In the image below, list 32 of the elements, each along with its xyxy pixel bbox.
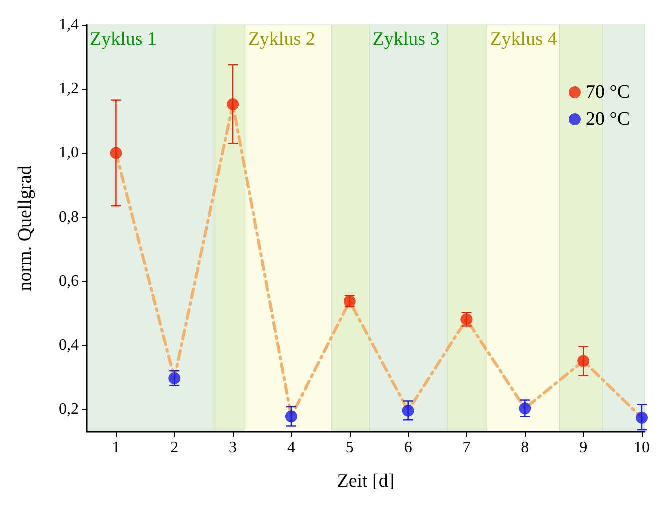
point <box>636 412 648 424</box>
y-tick-label: 1,0 <box>59 144 79 162</box>
y-tick-label: 0,4 <box>59 336 79 354</box>
x-tick-label: 3 <box>229 440 238 456</box>
legend-label: 70 °C <box>586 82 630 103</box>
point <box>402 404 414 417</box>
x-tick-label: 1 <box>112 440 120 456</box>
point <box>519 402 532 415</box>
y-tick-label: 0,2 <box>59 401 79 418</box>
y-tick-label: 0,8 <box>59 208 79 226</box>
y-tick-label: 1,4 <box>59 16 79 34</box>
x-tick-label: 10 <box>634 440 650 456</box>
y-tick-label: 1,2 <box>59 80 79 98</box>
x-tick-label: 2 <box>170 440 179 456</box>
y-axis-title: norm. Quellgrad <box>15 165 36 292</box>
point <box>285 410 298 423</box>
point <box>578 355 590 368</box>
point <box>227 98 240 110</box>
x-axis-title: Zeit [d] <box>337 471 395 492</box>
band-label: Zyklus 4 <box>490 29 558 50</box>
point <box>110 147 122 160</box>
x-tick-label: 6 <box>404 440 412 456</box>
x-tick-label: 5 <box>346 440 354 456</box>
legend-label: 20 °C <box>586 109 630 130</box>
y-tick-label: 0,6 <box>59 272 79 290</box>
x-tick-label: 8 <box>521 440 530 456</box>
x-tick-label: 4 <box>287 440 296 456</box>
band-label: Zyklus 3 <box>372 29 440 50</box>
band-label: Zyklus 1 <box>90 29 158 50</box>
x-tick-label: 7 <box>462 440 471 456</box>
band-label: Zyklus 2 <box>248 29 316 50</box>
x-tick-label: 9 <box>580 440 588 456</box>
